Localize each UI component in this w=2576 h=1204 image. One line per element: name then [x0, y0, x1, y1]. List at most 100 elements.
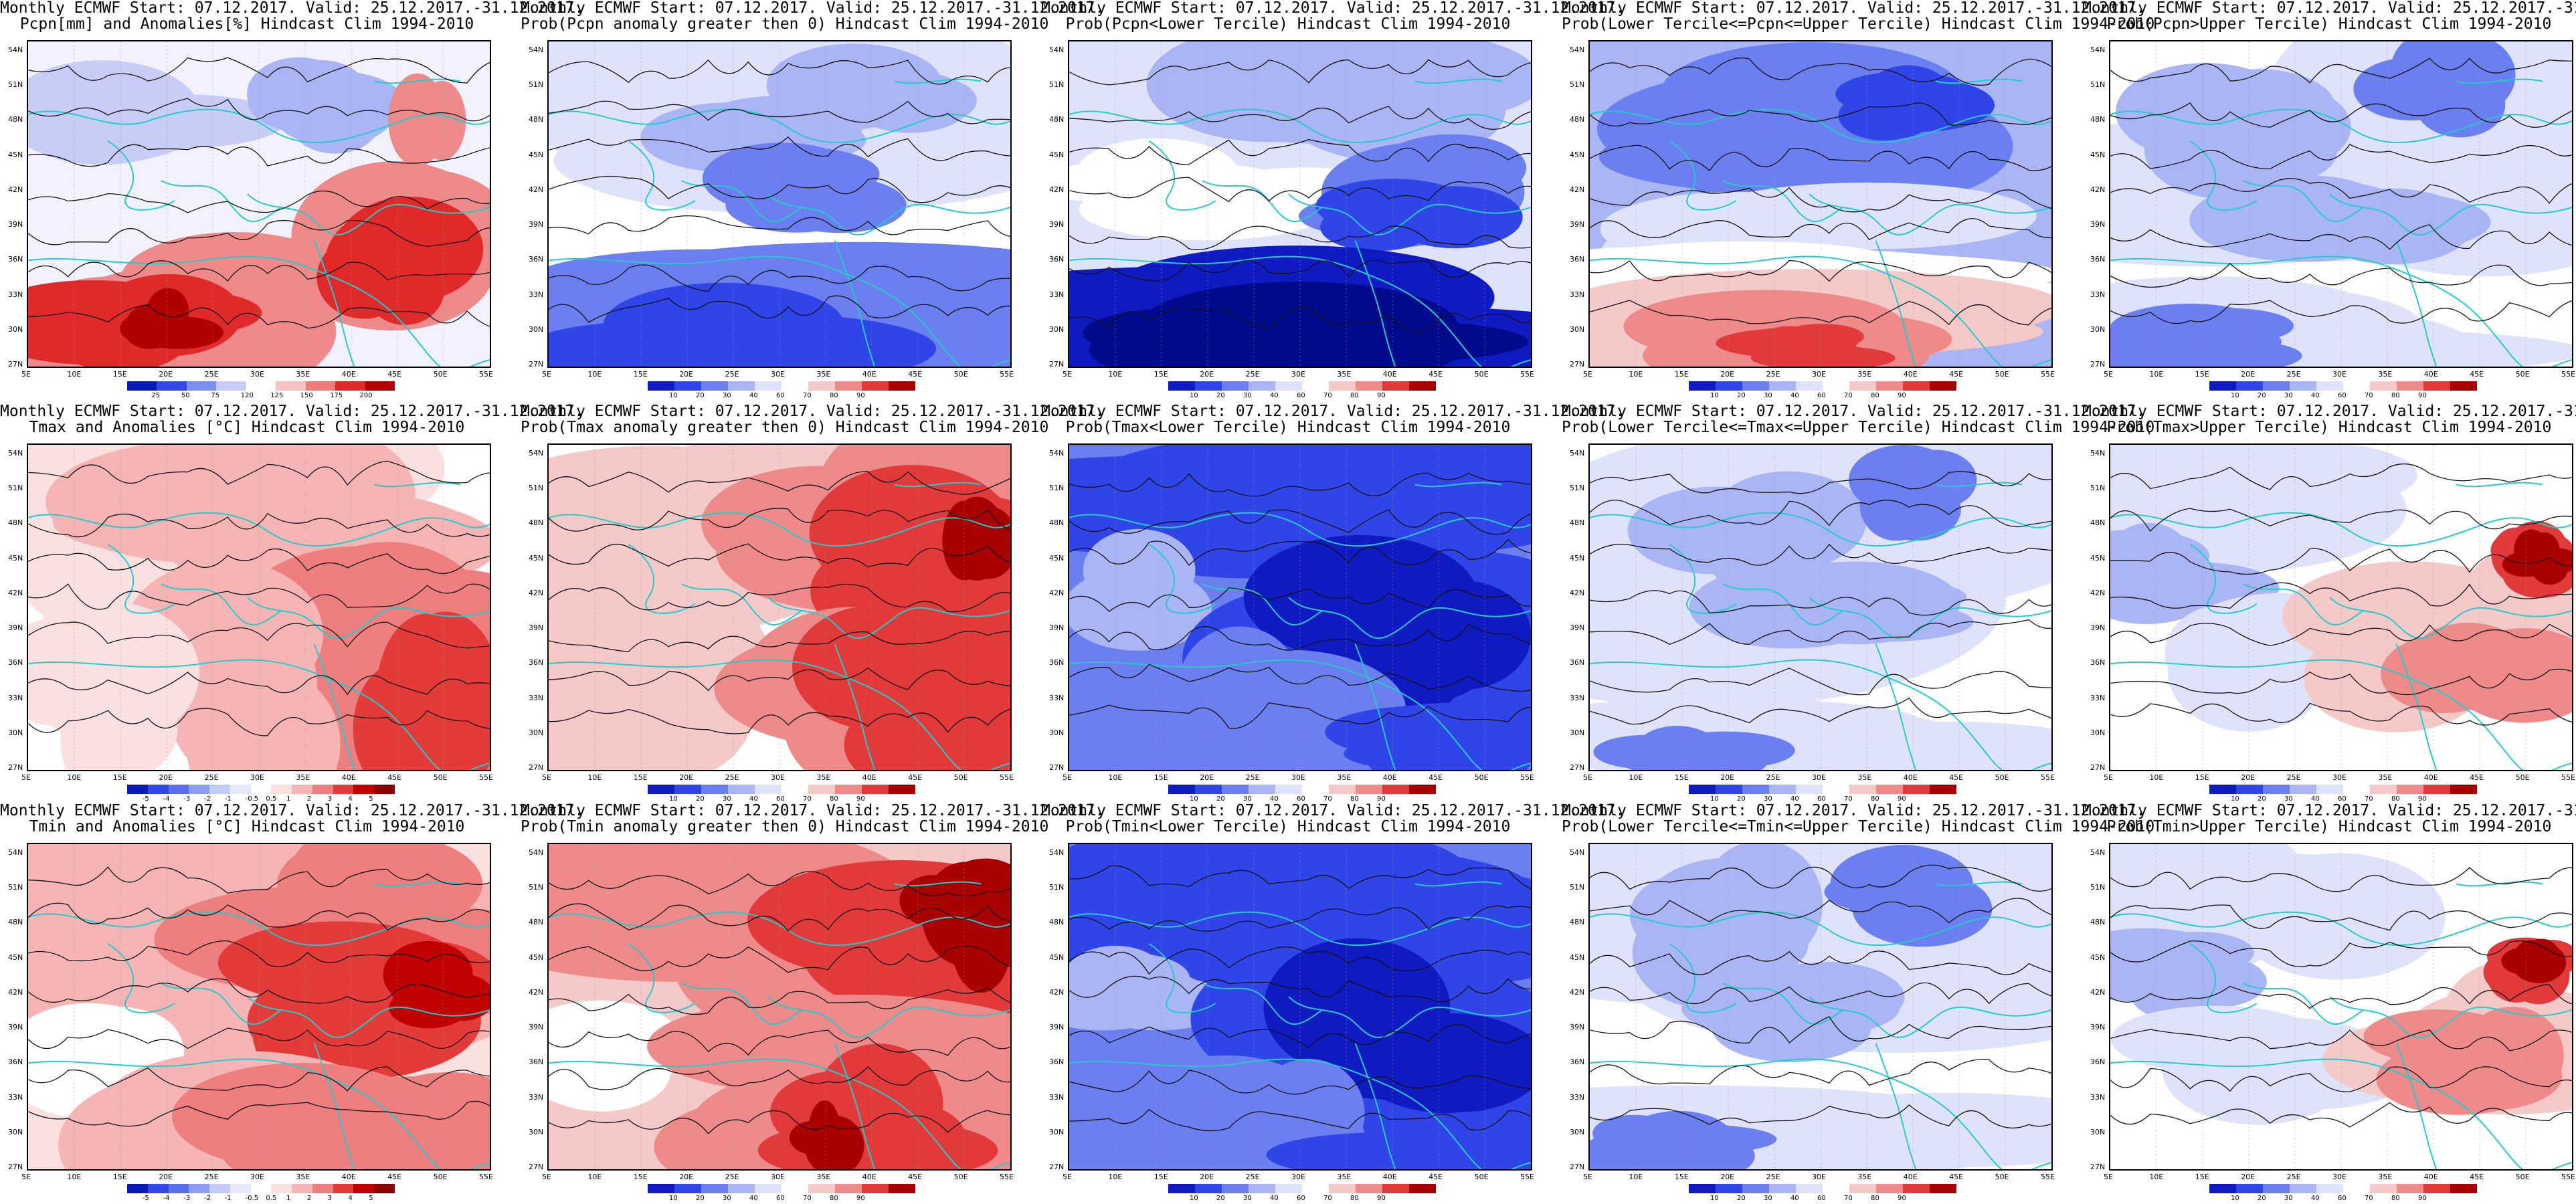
colorbar-swatch — [728, 381, 755, 391]
latitude-label: 51N — [1570, 80, 1585, 90]
contour-line — [28, 708, 490, 736]
colorbar-label: 70 — [1844, 1195, 1853, 1202]
latitude-label: 30N — [8, 324, 23, 334]
coastline — [247, 996, 490, 1038]
latitude-label: 54N — [1570, 45, 1585, 54]
colorbar-swatch — [1222, 785, 1249, 794]
contour-line — [2110, 668, 2572, 696]
colorbar-label: 60 — [776, 1195, 785, 1202]
longitude-label: 20E — [1720, 1173, 1735, 1181]
contour-line — [2110, 867, 2572, 892]
map-area — [1588, 843, 2053, 1171]
longitude-label: 10E — [1629, 773, 1643, 782]
latitude-label: 33N — [2090, 1092, 2106, 1102]
map-svg — [2110, 41, 2572, 367]
panel-title-line1: Monthly ECMWF Start: 07.12.2017. Valid: … — [0, 0, 584, 17]
longitude-label: 50E — [433, 773, 448, 782]
colorbar-label: 1 — [286, 1195, 291, 1202]
colorbar — [648, 381, 915, 391]
longitude-label: 20E — [1720, 370, 1735, 379]
latitude-label: 48N — [8, 115, 23, 124]
latitude-label: 36N — [529, 1058, 544, 1067]
forecast-map-panel: Monthly ECMWF Start: 07.12.2017. Valid: … — [1562, 0, 2154, 401]
colorbar-swatch — [189, 1184, 210, 1193]
colorbar-label: -5 — [142, 795, 149, 803]
anomaly-field — [1793, 721, 2051, 770]
longitude-label: 35E — [296, 773, 310, 782]
anomaly-field — [724, 156, 836, 203]
coastline — [834, 1043, 876, 1169]
colorbar-label: 60 — [776, 795, 785, 803]
latitude-label: 36N — [1049, 255, 1065, 264]
coastline — [894, 881, 982, 887]
colorbar-swatch — [862, 785, 889, 794]
latitude-label: 33N — [1049, 290, 1065, 299]
colorbar-swatch — [168, 785, 189, 794]
longitude-label: 55E — [1000, 370, 1014, 379]
longitude-label: 5E — [2104, 1173, 2113, 1181]
anomaly-field — [1083, 307, 1296, 359]
latitude-label: 42N — [1049, 588, 1065, 597]
contour-line — [28, 260, 490, 282]
coastline — [1069, 659, 1531, 770]
forecast-map-panel: Monthly ECMWF Start: 07.12.2017. Valid: … — [0, 0, 584, 401]
latitude-label: 42N — [2090, 588, 2106, 597]
anomaly-field — [588, 1013, 678, 1077]
forecast-map-panel: Monthly ECMWF Start: 07.12.2017. Valid: … — [521, 403, 1104, 805]
colorbar-swatch — [333, 1184, 354, 1193]
longitude-label: 55E — [2561, 1173, 2575, 1181]
colorbar-label: 70 — [1844, 795, 1853, 803]
colorbar-label: 30 — [1764, 1195, 1772, 1202]
forecast-map-panel: Monthly ECMWF Start: 07.12.2017. Valid: … — [1041, 0, 1625, 401]
coastline — [2329, 597, 2572, 639]
latitude-label: 54N — [529, 848, 544, 857]
colorbar-label: 30 — [723, 392, 731, 399]
coastline — [2189, 140, 2258, 211]
longitude-label: 35E — [296, 370, 310, 379]
contour-line — [2110, 623, 2572, 646]
longitude-label: 55E — [1520, 370, 1534, 379]
colorbar-label: 80 — [1350, 1195, 1359, 1202]
colorbar-swatch — [2236, 1184, 2263, 1193]
latitude-label: 48N — [529, 115, 544, 124]
coastline — [767, 597, 1010, 639]
colorbar — [2209, 381, 2477, 391]
contour-line — [1590, 218, 2051, 241]
colorbar-label: 5 — [369, 795, 373, 803]
longitude-label: 45E — [387, 773, 402, 782]
latitude-label: 30N — [529, 1127, 544, 1136]
colorbar-swatch — [1903, 1184, 1930, 1193]
latitude-label: 39N — [1570, 623, 1585, 633]
colorbar-label: 80 — [830, 1195, 838, 1202]
longitude-label: 55E — [2561, 370, 2575, 379]
colorbar-label: 30 — [1243, 795, 1252, 803]
colorbar-label: 175 — [330, 392, 343, 399]
anomaly-field — [2390, 41, 2463, 108]
colorbar-label: 90 — [1898, 1195, 1906, 1202]
colorbar-swatch — [1903, 381, 1930, 391]
colorbar-swatch — [728, 1184, 755, 1193]
coastline — [1935, 482, 2023, 488]
longitude-label: 45E — [1949, 1173, 1964, 1181]
panel-title-line1: Monthly ECMWF Start: 07.12.2017. Valid: … — [521, 0, 1105, 17]
panel-title-line2: Prob(Tmin anomaly greater then 0) Hindca… — [521, 818, 1049, 835]
coastline — [1669, 543, 1737, 614]
coastline — [628, 140, 696, 211]
colorbar-swatch — [1849, 785, 1876, 794]
coastline — [1414, 881, 1502, 887]
latitude-label: 27N — [8, 1163, 23, 1171]
colorbar-label: 10 — [669, 392, 678, 399]
latitude-label: 39N — [2090, 623, 2106, 633]
contour-line — [1069, 306, 1531, 333]
longitude-label: 5E — [2104, 370, 2113, 379]
colorbar-swatch — [2450, 381, 2477, 391]
map-area — [2109, 443, 2573, 771]
colorbar-swatch — [1168, 1184, 1195, 1193]
coastline — [834, 240, 876, 367]
contour-line — [1069, 538, 1531, 567]
longitude-label: 15E — [2195, 1173, 2209, 1181]
colorbar-label: 20 — [2258, 1195, 2266, 1202]
colorbar-swatch — [2370, 1184, 2397, 1193]
longitude-label: 35E — [1337, 370, 1352, 379]
colorbar-swatch — [808, 381, 835, 391]
